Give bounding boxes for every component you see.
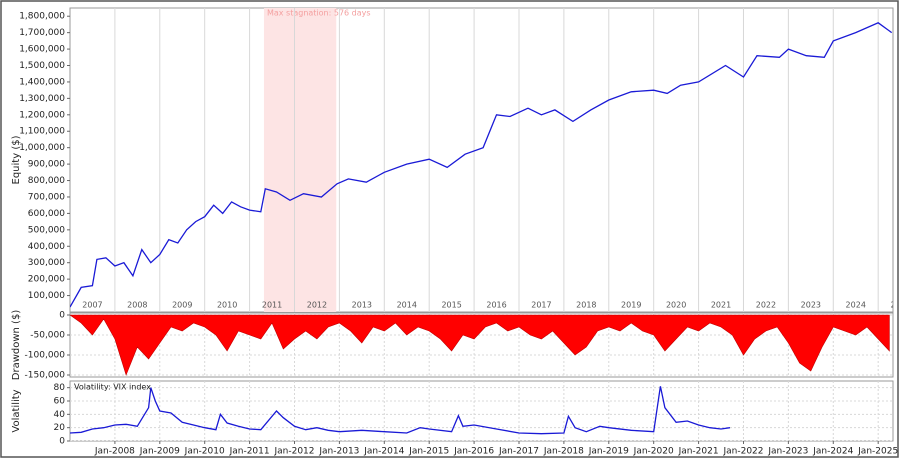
y-tick-label: 600,000 [28,209,65,219]
x-tick-label: 2007 [82,301,102,310]
y-tick-label: 1,800,000 [19,12,65,22]
y-tick-label: 0 [59,437,65,447]
x-tick-label: Jan-2013 [318,447,359,457]
stagnation-band [263,8,337,312]
y-tick-label: 500,000 [28,225,65,235]
x-tick-label: Jan-2016 [453,447,494,457]
y-tick-label: 900,000 [28,160,65,170]
y-tick-label: 400,000 [28,242,65,252]
y-tick-label: -100,000 [25,351,66,361]
plot-area [70,381,893,441]
y-tick-label: 100,000 [28,291,65,301]
y-tick-label: 300,000 [28,258,65,268]
x-tick-label: Jan-2014 [363,447,404,457]
x-tick-label: 2010 [217,301,237,310]
x-tick-label: Jan-2022 [722,447,763,457]
x-tick-label: 2009 [172,301,192,310]
y-tick-label: 80 [54,383,66,393]
x-tick-label: Jan-2023 [767,447,808,457]
y-tick-label: 800,000 [28,176,65,186]
x-tick-label: Jan-2017 [498,447,539,457]
panel [69,380,894,442]
y-tick-label: 1,000,000 [19,143,65,153]
y-tick-label: 1,100,000 [19,127,65,137]
y-tick-label: 1,700,000 [19,28,65,38]
y-tick-label: 1,400,000 [19,77,65,87]
y-tick-label: 60 [54,397,66,407]
x-tick-label: 2018 [576,301,596,310]
plot-area: Max stagnation: 576 days 2007 2008 2009 2010… [70,8,900,312]
x-tick-label: 2013 [352,301,372,310]
y-axis-label: Volatility [11,389,22,432]
x-tick-label: 2014 [397,301,417,310]
y-tick-label: 1,200,000 [19,110,65,120]
x-tick-label: Jan-2019 [588,447,629,457]
x-tick-label: Jan-2012 [273,447,314,457]
plot-area [70,313,893,377]
x-tick-label: 2017 [531,301,551,310]
panel [69,7,894,313]
y-tick-label: 20 [54,423,66,433]
panel-title: Volatility: VIX index [74,383,151,392]
x-tick-label: Jan-2008 [94,447,135,457]
y-tick-label: 1,500,000 [19,61,65,71]
x-tick-label: Jan-2018 [543,447,584,457]
x-tick-label: 2019 [621,301,641,310]
x-tick-label: 2011 [262,301,282,310]
annotation: Max stagnation: 576 days [267,9,371,18]
x-tick-label: 2023 [801,301,821,310]
y-axis-label: Equity ($) [11,135,22,184]
x-tick-label: 2012 [307,301,327,310]
y-tick-label: 0 [59,311,65,321]
x-tick-label: 2021 [711,301,731,310]
x-tick-label: 2016 [486,301,506,310]
x-tick-label: Jan-2010 [184,447,225,457]
series-line [70,386,731,435]
x-tick-label: Jan-2020 [633,447,674,457]
x-tick-label: 2025 [890,301,900,310]
y-tick-label: 1,600,000 [19,45,65,55]
x-tick-label: 2020 [666,301,686,310]
y-tick-label: 40 [54,410,66,420]
x-tick-label: Jan-2011 [229,447,270,457]
y-tick-label: 1,300,000 [19,94,65,104]
y-tick-label: -150,000 [25,371,66,381]
y-tick-label: -50,000 [30,331,65,341]
x-tick-label: Jan-2021 [678,447,719,457]
x-tick-label: 2022 [756,301,776,310]
x-tick-label: 2015 [441,301,461,310]
series-area [70,314,890,376]
y-tick-label: 700,000 [28,192,65,202]
x-tick-label: Jan-2015 [408,447,449,457]
series-line [70,22,893,308]
x-tick-label: 2024 [846,301,866,310]
x-tick-label: Jan-2025 [857,447,898,457]
x-tick-label: Jan-2009 [139,447,180,457]
y-tick-label: 200,000 [28,275,65,285]
x-tick-label: 2008 [127,301,147,310]
y-axis-label: Drawdown ($) [11,310,22,381]
x-tick-label: Jan-2024 [812,447,853,457]
